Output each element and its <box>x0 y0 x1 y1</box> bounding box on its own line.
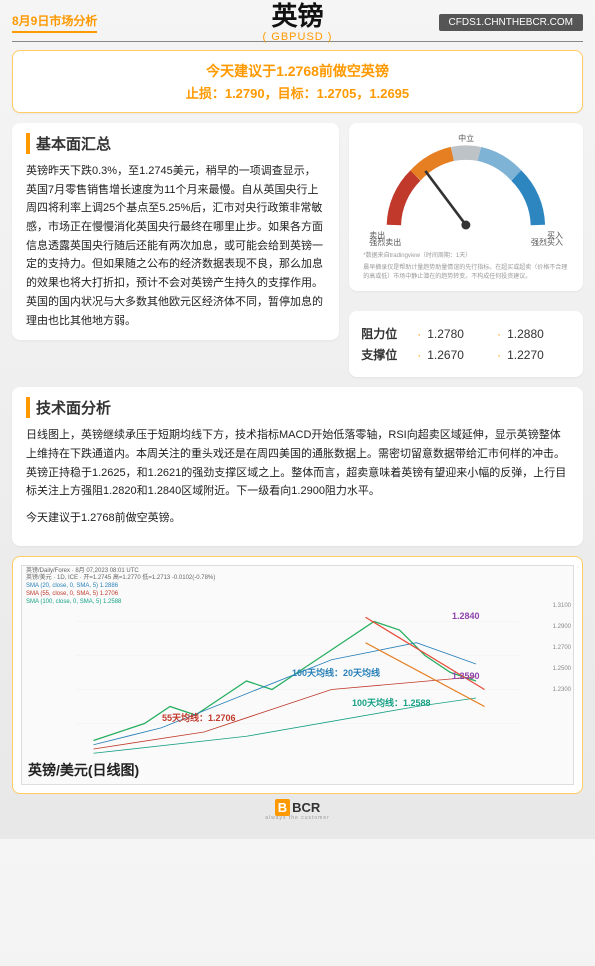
gauge-source: *数据来自tradingview（时间周期：1天） <box>363 252 569 260</box>
gauge-strong-labels: 强烈卖出 强烈买入 <box>363 237 569 248</box>
gauge-strong-buy: 强烈买入 <box>531 237 563 248</box>
technical-body2: 今天建议于1.2768前做空英镑。 <box>26 509 569 528</box>
annot-3: 100天均线：20天均线 <box>292 666 380 679</box>
footer: BBCR always the customer <box>12 794 583 827</box>
dot-icon: · <box>497 348 501 362</box>
gauge-mid-label: 中立 <box>363 133 569 144</box>
recommendation-card: 今天建议于1.2768前做空英镑 止损：1.2790，目标：1.2705，1.2… <box>12 50 583 113</box>
gauge-strong-sell: 强烈卖出 <box>369 237 401 248</box>
gauge-card: 中立 卖出 买入 强烈卖 <box>349 123 583 291</box>
footer-logo: BBCR <box>12 800 583 815</box>
resistance-row: 阻力位 · 1.2780 · 1.2880 <box>361 325 571 342</box>
header: 8月9日市场分析 英镑 ( GBPUSD ) CFDS1.CHNTHEBCR.C… <box>12 12 583 33</box>
title-block: 英镑 ( GBPUSD ) <box>263 3 333 43</box>
annot-2: 1.2590 <box>452 671 480 681</box>
footer-brand: BCR <box>292 800 320 815</box>
ytick: 1.2500 <box>553 659 571 680</box>
resistance-label: 阻力位 <box>361 325 411 342</box>
footer-sub: always the customer <box>12 815 583 821</box>
chart-card: 英镑/Daily/Forex · 8月 07,2023 08:01 UTC 英镑… <box>12 556 583 794</box>
levels-card: 阻力位 · 1.2780 · 1.2880 支撑位 · 1.2670 · 1.2… <box>349 311 583 377</box>
chart-title: 英镑/美元(日线图) <box>28 760 139 780</box>
support-label: 支撑位 <box>361 346 411 363</box>
fundamentals-title: 基本面汇总 <box>26 133 325 154</box>
gauge-disclaimer: 晨早摘录仅是帮助计量趋势助量情谊的先行指标。在超买或超卖（价格不合理的高或低）市… <box>363 264 569 281</box>
gauge-chart <box>363 144 569 234</box>
resistance-2: 1.2880 <box>507 327 571 341</box>
annot-4: 55天均线：1.2706 <box>162 711 236 724</box>
ytick: 1.2900 <box>553 617 571 638</box>
technical-title: 技术面分析 <box>26 397 569 418</box>
annot-1: 1.2840 <box>452 611 480 621</box>
price-chart: 英镑/Daily/Forex · 8月 07,2023 08:01 UTC 英镑… <box>21 565 574 785</box>
technical-body1: 日线图上，英镑继续承压于短期均线下方，技术指标MACD开始低落零轴，RSI向超卖… <box>26 426 569 501</box>
reco-line1: 今天建议于1.2768前做空英镑 <box>27 61 568 81</box>
support-2: 1.2270 <box>507 348 571 362</box>
fundamentals-body: 英镑昨天下跌0.3%，至1.2745美元，稍早的一项调查显示，英国7月零售销售增… <box>26 162 325 330</box>
ytick: 1.2700 <box>553 638 571 659</box>
chart-meta-2: 英镑/美元 · 1D, ICE · 开=1.2745 高=1.2770 低=1.… <box>26 575 569 583</box>
reco-line2: 止损：1.2790，目标：1.2705，1.2695 <box>27 83 568 102</box>
dot-icon: · <box>417 348 421 362</box>
technical-card: 技术面分析 日线图上，英镑继续承压于短期均线下方，技术指标MACD开始低落零轴，… <box>12 387 583 545</box>
title-cn: 英镑 <box>263 3 333 29</box>
ytick: 1.2300 <box>553 680 571 701</box>
support-row: 支撑位 · 1.2670 · 1.2270 <box>361 346 571 363</box>
title-en: ( GBPUSD ) <box>263 31 333 43</box>
date-label: 8月9日市场分析 <box>12 12 97 33</box>
support-1: 1.2670 <box>427 348 491 362</box>
chart-sma20: SMA (20, close, 0, SMA, 5) 1.2886 <box>26 583 569 591</box>
ytick: 1.3100 <box>553 596 571 617</box>
resistance-1: 1.2780 <box>427 327 491 341</box>
fundamentals-card: 基本面汇总 英镑昨天下跌0.3%，至1.2745美元，稍早的一项调查显示，英国7… <box>12 123 339 340</box>
annot-5: 100天均线：1.2588 <box>352 696 431 709</box>
dot-icon: · <box>417 327 421 341</box>
dot-icon: · <box>497 327 501 341</box>
site-url: CFDS1.CHNTHEBCR.COM <box>439 14 583 31</box>
